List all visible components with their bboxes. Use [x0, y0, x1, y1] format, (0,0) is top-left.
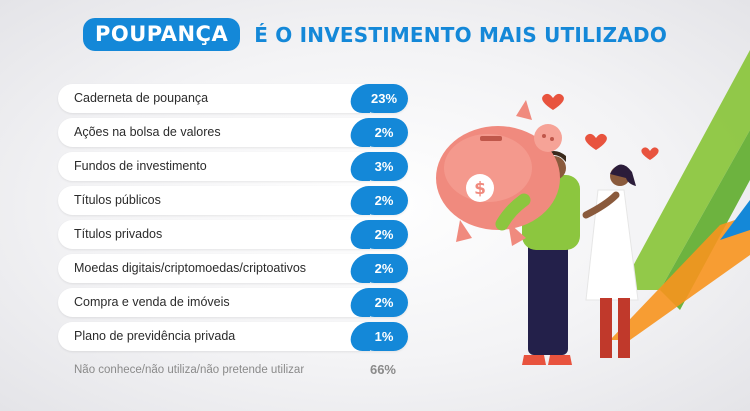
category-label: Moedas digitais/criptomoedas/criptoativo… [74, 261, 307, 275]
value-label: 2% [360, 118, 408, 147]
category-label: Títulos públicos [74, 193, 161, 207]
chart-row: Ações na bolsa de valores 2% [58, 118, 408, 147]
investment-list: Caderneta de poupança 23% Ações na bolsa d… [58, 84, 408, 356]
value-label: 2% [360, 220, 408, 249]
category-label: Compra e venda de imóveis [74, 295, 230, 309]
blue-stripe [720, 200, 750, 240]
woman-dress [585, 189, 639, 301]
svg-text:$: $ [474, 179, 486, 199]
man-legs [528, 235, 568, 355]
orange-stripe [610, 215, 750, 340]
footer-row: Não conhece/não utiliza/não pretende uti… [58, 362, 408, 382]
chart-row: Títulos públicos 2% [58, 186, 408, 215]
heart-icon [542, 93, 564, 110]
chart-row: Moedas digitais/criptomoedas/criptoativo… [58, 254, 408, 283]
footer-value: 66% [369, 362, 396, 377]
title-badge: POUPANÇA [82, 18, 241, 51]
chart-row: Compra e venda de imóveis 2% [58, 288, 408, 317]
woman-leg [618, 298, 630, 358]
chart-row: Caderneta de poupança 23% [58, 84, 408, 113]
value-label: 23% [360, 84, 408, 113]
chart-row: Plano de previdência privada 1% [58, 322, 408, 351]
chart-title: POUPANÇA É O INVESTIMENTO MAIS UTILIZADO [0, 18, 750, 51]
dollar-coin-icon [466, 174, 494, 202]
footer-label: Não conhece/não utiliza/não pretende uti… [74, 364, 305, 376]
category-label: Plano de previdência privada [74, 329, 236, 343]
category-label: Ações na bolsa de valores [74, 125, 221, 139]
title-text: É O INVESTIMENTO MAIS UTILIZADO [254, 22, 668, 47]
value-label: 3% [360, 152, 408, 181]
category-label: Títulos privados [74, 227, 163, 241]
piggy-bank-snout [534, 124, 562, 152]
chart-row: Títulos privados 2% [58, 220, 408, 249]
category-label: Fundos de investimento [74, 159, 207, 173]
value-label: 1% [360, 322, 408, 351]
heart-icon [641, 147, 659, 160]
value-label: 2% [360, 186, 408, 215]
woman-leg [600, 298, 612, 358]
chart-row: Fundos de investimento 3% [58, 152, 408, 181]
green-stripe [620, 50, 750, 290]
heart-icon [585, 133, 607, 150]
couple-piggy-bank-illustration: $ [436, 50, 750, 365]
value-label: 2% [360, 288, 408, 317]
value-label: 2% [360, 254, 408, 283]
category-label: Caderneta de poupança [74, 91, 209, 105]
